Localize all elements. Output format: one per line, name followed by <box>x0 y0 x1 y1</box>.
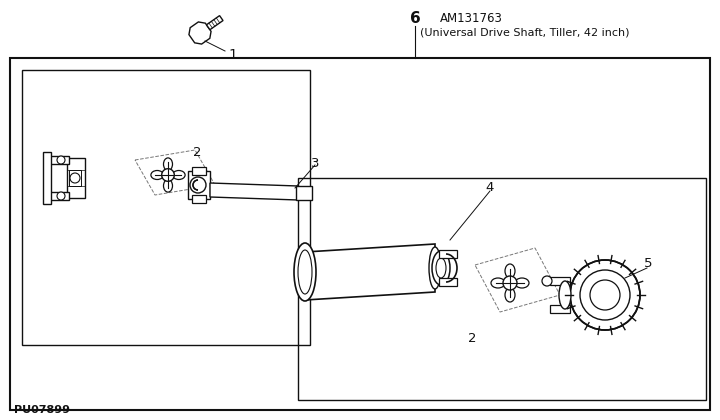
Text: 5: 5 <box>644 257 652 270</box>
Ellipse shape <box>298 250 312 294</box>
Polygon shape <box>192 167 206 175</box>
Polygon shape <box>45 192 69 200</box>
Circle shape <box>570 260 640 330</box>
Polygon shape <box>210 183 298 200</box>
Polygon shape <box>305 244 435 300</box>
Circle shape <box>57 192 65 200</box>
Circle shape <box>57 156 65 164</box>
Bar <box>298 178 706 400</box>
Ellipse shape <box>505 264 515 278</box>
Polygon shape <box>550 305 570 313</box>
Ellipse shape <box>163 158 173 171</box>
Circle shape <box>190 177 206 193</box>
Circle shape <box>162 169 174 181</box>
Text: 6: 6 <box>410 10 420 26</box>
Ellipse shape <box>173 171 185 179</box>
Polygon shape <box>189 22 211 44</box>
Polygon shape <box>69 170 81 186</box>
Ellipse shape <box>515 278 529 288</box>
Polygon shape <box>188 171 210 199</box>
Polygon shape <box>207 16 223 30</box>
Text: PU07899: PU07899 <box>14 405 70 415</box>
Text: (Universal Drive Shaft, Tiller, 42 inch): (Universal Drive Shaft, Tiller, 42 inch) <box>420 27 629 37</box>
Text: 1: 1 <box>228 48 237 62</box>
Polygon shape <box>439 250 457 258</box>
Text: 4: 4 <box>486 181 494 194</box>
Circle shape <box>580 270 630 320</box>
Polygon shape <box>296 186 312 200</box>
Ellipse shape <box>151 171 163 179</box>
Ellipse shape <box>432 251 450 285</box>
Ellipse shape <box>429 247 441 289</box>
Circle shape <box>503 276 517 290</box>
Polygon shape <box>45 156 69 164</box>
Text: 3: 3 <box>311 157 319 170</box>
Text: 2: 2 <box>468 331 476 344</box>
Ellipse shape <box>436 258 446 278</box>
Circle shape <box>70 173 80 183</box>
Bar <box>10 58 710 410</box>
Bar <box>22 70 310 345</box>
Circle shape <box>590 280 620 310</box>
Circle shape <box>542 276 552 286</box>
Polygon shape <box>67 158 85 198</box>
Polygon shape <box>439 278 457 286</box>
Ellipse shape <box>559 281 571 309</box>
Ellipse shape <box>163 179 173 192</box>
Polygon shape <box>43 152 51 204</box>
Text: 2: 2 <box>193 145 202 158</box>
Ellipse shape <box>505 288 515 302</box>
Polygon shape <box>550 277 570 285</box>
Polygon shape <box>192 195 206 203</box>
Ellipse shape <box>294 243 316 301</box>
Ellipse shape <box>491 278 505 288</box>
Text: AM131763: AM131763 <box>440 11 503 24</box>
